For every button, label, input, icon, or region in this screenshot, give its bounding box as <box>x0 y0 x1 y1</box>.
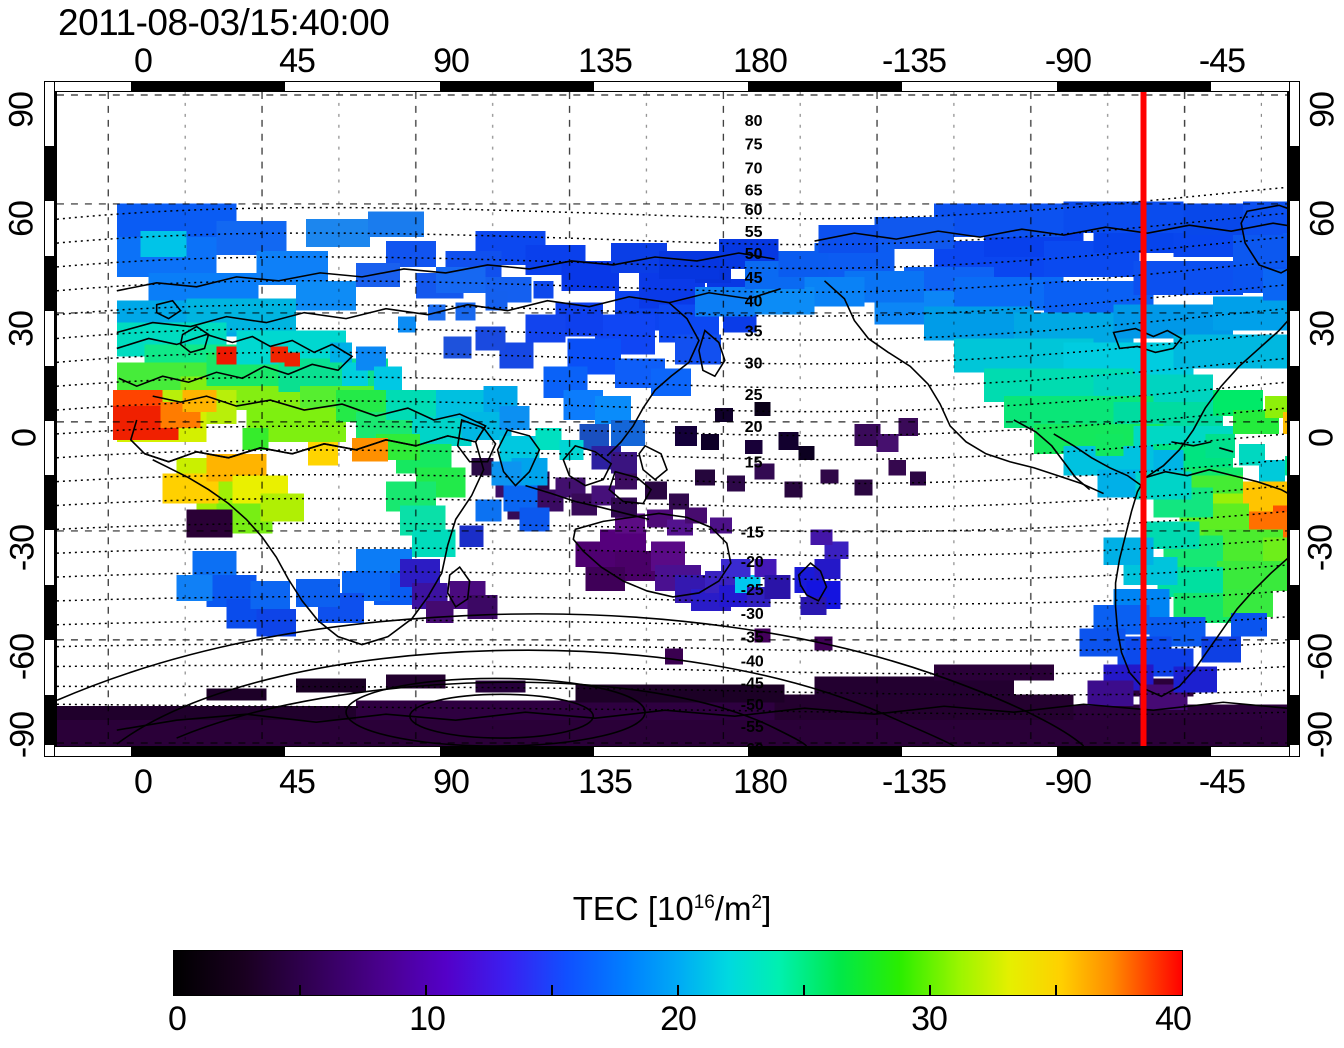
ytick-left-m90: -90 <box>3 711 42 759</box>
svg-text:15: 15 <box>745 455 763 472</box>
colorbar-label-close: ] <box>762 890 772 927</box>
xtick-bottom-0: 0 <box>134 763 153 801</box>
colorbar-label: TEC [1016/m2] <box>573 890 772 928</box>
frame-bottom <box>53 746 1291 757</box>
colorbar-minor-tick-15 <box>551 985 553 995</box>
colorbar-label-exponent: 16 <box>693 892 715 913</box>
colorbar-label-exponent2: 2 <box>751 892 763 913</box>
svg-text:70: 70 <box>745 161 763 178</box>
ytick-right-m30: -30 <box>1301 524 1340 572</box>
ytick-left-m30: -30 <box>3 524 42 572</box>
xtick-top-135: 135 <box>578 42 633 80</box>
xtick-top-0: 0 <box>134 42 153 80</box>
ytick-left-30: 30 <box>2 311 41 347</box>
geographic-grid <box>57 92 1287 746</box>
xtick-top-m45: -45 <box>1198 42 1246 80</box>
ytick-right-30: 30 <box>1303 311 1342 347</box>
map-canvas: 80 75 70 65 60 55 50 45 40 35 30 25 20 1… <box>57 92 1287 746</box>
svg-text:25: 25 <box>745 387 763 404</box>
page-title: 2011-08-03/15:40:00 <box>58 2 390 43</box>
xtick-top-45: 45 <box>279 42 316 80</box>
frame-top <box>53 81 1291 92</box>
svg-text:80: 80 <box>745 113 763 130</box>
svg-text:75: 75 <box>745 137 763 154</box>
ytick-right-60: 60 <box>1303 201 1342 237</box>
antarctic-magnetic-contours <box>57 613 1085 746</box>
svg-text:-35: -35 <box>741 630 764 647</box>
colorbar-tick-30: 30 <box>911 1000 948 1038</box>
ytick-left-90: 90 <box>2 92 41 128</box>
colorbar-minor-tick-35 <box>1055 985 1057 995</box>
ytick-left-m60: -60 <box>3 633 42 681</box>
xtick-bottom-45: 45 <box>279 763 316 801</box>
ytick-right-0: 0 <box>1302 429 1341 447</box>
tec-data-layer <box>57 201 1287 746</box>
xtick-bottom-m45: -45 <box>1198 763 1246 801</box>
svg-text:-45: -45 <box>741 675 764 692</box>
ytick-right-m60: -60 <box>1301 633 1340 681</box>
xtick-bottom-m90: -90 <box>1044 763 1092 801</box>
colorbar-minor-tick-20 <box>677 985 679 995</box>
xtick-bottom-90: 90 <box>433 763 470 801</box>
colorbar-tick-20: 20 <box>660 1000 697 1038</box>
xtick-top-m90: -90 <box>1044 42 1092 80</box>
svg-text:-55: -55 <box>741 719 764 736</box>
xtick-top-90: 90 <box>433 42 470 80</box>
svg-text:-50: -50 <box>741 697 764 714</box>
xtick-bottom-180: 180 <box>733 763 788 801</box>
svg-text:45: 45 <box>745 270 763 287</box>
xtick-top-180: 180 <box>733 42 788 80</box>
svg-text:-20: -20 <box>741 554 764 571</box>
frame-right <box>1289 81 1300 757</box>
svg-text:-40: -40 <box>741 654 764 671</box>
colorbar-tick-0: 0 <box>168 1000 187 1038</box>
colorbar-tick-40: 40 <box>1155 1000 1192 1038</box>
svg-text:50: 50 <box>745 246 763 263</box>
svg-text:30: 30 <box>745 355 763 372</box>
svg-text:-60: -60 <box>741 741 764 746</box>
ytick-left-60: 60 <box>2 201 41 237</box>
svg-text:65: 65 <box>745 182 763 199</box>
ytick-right-90: 90 <box>1303 92 1342 128</box>
colorbar-minor-tick-10 <box>425 985 427 995</box>
magnetic-latitude-labels: 80 75 70 65 60 55 50 45 40 35 30 25 20 1… <box>741 113 764 746</box>
colorbar-minor-tick-5 <box>299 985 301 995</box>
colorbar[interactable] <box>173 950 1183 996</box>
coastline-layer <box>116 204 1287 731</box>
colorbar-tick-10: 10 <box>409 1000 446 1038</box>
ytick-left-0: 0 <box>5 429 44 447</box>
svg-text:35: 35 <box>745 324 763 341</box>
colorbar-minor-tick-30 <box>929 985 931 995</box>
xtick-bottom-135: 135 <box>578 763 633 801</box>
colorbar-minor-tick-25 <box>803 985 805 995</box>
colorbar-label-tail: /m <box>714 890 752 927</box>
xtick-bottom-m135: -135 <box>881 763 947 801</box>
svg-text:20: 20 <box>745 419 763 436</box>
svg-text:-25: -25 <box>741 582 764 599</box>
xtick-top-m135: -135 <box>881 42 947 80</box>
ytick-right-m90: -90 <box>1301 711 1340 759</box>
svg-text:-30: -30 <box>741 606 764 623</box>
map-plot-area[interactable]: 80 75 70 65 60 55 50 45 40 35 30 25 20 1… <box>55 90 1289 748</box>
svg-text:-15: -15 <box>741 524 764 541</box>
svg-text:60: 60 <box>745 202 763 219</box>
svg-text:55: 55 <box>745 224 763 241</box>
svg-text:40: 40 <box>745 294 763 311</box>
frame-left <box>44 81 55 757</box>
colorbar-label-main: TEC [10 <box>572 890 694 927</box>
